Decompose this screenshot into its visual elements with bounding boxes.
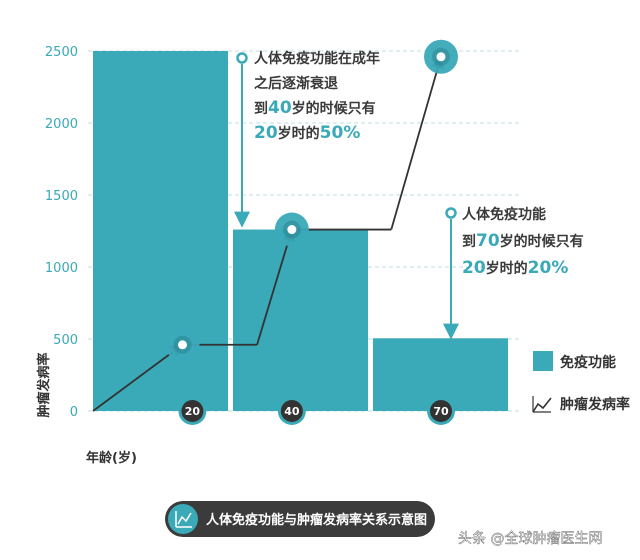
annotation-text: 之后逐渐衰退 [254,75,338,92]
watermark-text: 头条 @全球肿瘤医生网 [458,530,602,547]
bar [233,229,368,411]
annotation-text: 到 [462,234,476,250]
data-point [287,225,297,235]
bars [93,51,508,411]
y-tick-label: 1000 [45,261,78,276]
line-segment [256,228,295,346]
annotation-text: 40 [268,98,292,118]
annotation-text: 岁的时候只有 [292,100,376,117]
annotation-text: 到 [254,101,268,117]
x-tick-dot [280,400,303,422]
annotation-text: 20 [254,123,278,143]
caption-banner: 人体免疫功能与肿瘤发病率关系示意图 [165,501,435,537]
y-tick-label: 0 [70,405,78,420]
x-tick-label: 20 [185,405,201,418]
annotation-text: 岁时的 [278,125,320,142]
x-tick-label: 70 [433,405,449,418]
legend-label-bar: 免疫功能 [560,354,616,371]
legend: 免疫功能 肿瘤发病率 [532,351,630,413]
bar [93,51,228,411]
x-tick-label: 40 [284,405,300,418]
y-tick-label: 500 [53,333,78,348]
annotation-text: 岁时的 [486,260,528,277]
x-axis-label: 年龄(岁) [86,450,137,466]
x-tick-dot [430,400,452,422]
annotation-70: 人体免疫功能到70岁的时候只有 20岁时的20% [443,206,584,340]
legend-label-line: 肿瘤发病率 [560,396,630,413]
annotation-text: 20 [462,258,486,278]
line-segment [390,55,444,230]
annotation-text: 50% [320,123,361,143]
y-tick-label: 2000 [45,117,78,132]
annotation-text: 70 [476,231,500,251]
legend-swatch-line-icon [532,397,552,413]
annotation-text: 人体免疫功能在成年 [254,50,380,67]
annotation-text: 人体免疫功能 [462,206,546,223]
line-segment [92,344,184,412]
y-axis-label: 肿瘤发病率 [36,352,52,417]
annotation-text: 20% [528,258,569,278]
annotation-text: 岁的时候只有 [500,233,584,250]
legend-swatch-bar [533,351,553,371]
data-point [436,52,446,62]
caption-text: 人体免疫功能与肿瘤发病率关系示意图 [206,512,427,528]
y-axis-ticks: 0 500 1000 1500 2000 2500 [45,45,78,420]
x-axis-ticks: 20 40 70 [178,397,455,425]
data-point [177,340,187,350]
x-tick-dot [181,400,204,422]
y-tick-label: 2500 [45,45,78,60]
annotation-40: 人体免疫功能在成年之后逐渐衰退到40岁的时候只有 20岁时的50% [234,50,380,228]
markers [165,39,458,362]
y-tick-label: 1500 [45,189,78,204]
chart-line-icon [175,511,192,528]
